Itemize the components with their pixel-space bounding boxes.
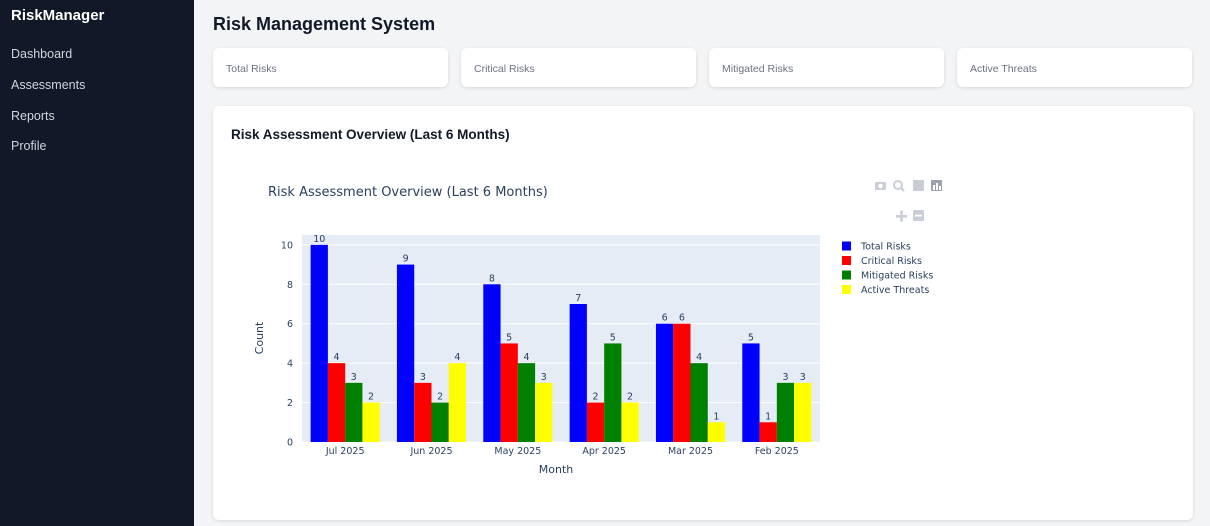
brand-logo[interactable]: RiskManager: [11, 7, 105, 24]
chart-title: Risk Assessment Overview (Last 6 Months): [268, 185, 548, 200]
sidebar-item-dashboard[interactable]: Dashboard: [11, 47, 73, 61]
bar[interactable]: [655, 323, 674, 442]
modebar: [875, 180, 942, 222]
data-label: 5: [506, 332, 512, 343]
data-label: 6: [679, 313, 685, 324]
data-label: 5: [748, 332, 754, 343]
pan-icon[interactable]: [913, 180, 924, 191]
plot-area: [302, 235, 820, 442]
x-tick-label: May 2025: [494, 446, 541, 457]
data-label: 1: [713, 411, 719, 422]
y-tick-label: 8: [287, 280, 293, 291]
stat-card-critical-risks: Critical Risks: [461, 48, 696, 87]
page-title: Risk Management System: [213, 14, 436, 34]
data-label: 2: [368, 392, 374, 403]
data-label: 2: [593, 392, 599, 403]
x-tick-label: Feb 2025: [755, 446, 799, 457]
data-label: 4: [696, 352, 702, 363]
stat-card-mitigated-risks: Mitigated Risks: [709, 48, 944, 87]
y-tick-label: 0: [287, 438, 293, 449]
bar[interactable]: [414, 382, 432, 442]
sidebar-item-profile[interactable]: Profile: [11, 139, 47, 153]
stat-label: Mitigated Risks: [722, 63, 794, 75]
data-label: 6: [662, 313, 668, 324]
data-label: 3: [351, 372, 357, 383]
bar[interactable]: [742, 343, 760, 442]
legend: Total Risks Critical Risks Mitigated Risks…: [842, 241, 933, 296]
data-label: 8: [489, 273, 495, 284]
stat-label: Active Threats: [970, 63, 1037, 75]
data-label: 3: [420, 372, 426, 383]
data-label: 2: [627, 392, 633, 403]
data-label: 5: [610, 332, 616, 343]
data-label: 9: [403, 254, 409, 265]
zoom-out-icon[interactable]: [913, 210, 924, 221]
y-tick-label: 4: [287, 359, 293, 370]
legend-label[interactable]: Mitigated Risks: [861, 271, 933, 282]
bar[interactable]: [310, 244, 328, 442]
bar[interactable]: [586, 402, 605, 442]
bar[interactable]: [776, 382, 795, 442]
data-label: 3: [800, 372, 806, 383]
bar[interactable]: [345, 382, 363, 442]
chart-card-title: Risk Assessment Overview (Last 6 Months): [231, 127, 510, 142]
data-label: 3: [541, 372, 547, 383]
bar[interactable]: [569, 304, 587, 442]
zoom-icon[interactable]: [893, 180, 905, 192]
bar[interactable]: [431, 402, 449, 442]
bar[interactable]: [396, 264, 415, 442]
data-label: 4: [454, 352, 460, 363]
x-tick-label: Jun 2025: [409, 446, 452, 457]
x-tick-label: Jul 2025: [325, 446, 365, 457]
stat-label: Critical Risks: [474, 63, 535, 75]
bar[interactable]: [794, 382, 812, 442]
bar[interactable]: [483, 284, 501, 442]
risk-chart: Risk Assessment Overview (Last 6 Months): [253, 180, 942, 476]
bar[interactable]: [759, 422, 777, 442]
sidebar-item-assessments[interactable]: Assessments: [11, 78, 86, 92]
sidebar-item-reports[interactable]: Reports: [11, 109, 55, 123]
y-tick-label: 6: [287, 319, 293, 330]
legend-swatch[interactable]: [842, 270, 851, 280]
data-label: 7: [575, 293, 581, 304]
bar[interactable]: [500, 343, 518, 442]
legend-swatch[interactable]: [842, 241, 851, 251]
autoscale-icon[interactable]: [931, 180, 942, 191]
zoom-in-icon[interactable]: [896, 210, 907, 222]
y-tick-label: 2: [287, 398, 293, 409]
main-content: Risk Management System Total Risks Criti…: [194, 0, 1210, 526]
bar[interactable]: [448, 363, 467, 442]
data-label: 4: [523, 352, 529, 363]
stat-label: Total Risks: [226, 63, 277, 75]
data-label: 10: [313, 234, 325, 245]
legend-label[interactable]: Critical Risks: [861, 256, 922, 267]
bar[interactable]: [690, 363, 708, 442]
legend-label[interactable]: Total Risks: [860, 242, 911, 253]
data-label: 1: [765, 411, 771, 422]
bar[interactable]: [362, 402, 380, 442]
data-label: 4: [334, 352, 340, 363]
stat-card-active-threats: Active Threats: [957, 48, 1192, 87]
bar[interactable]: [535, 382, 553, 442]
y-tick-label: 10: [281, 240, 293, 251]
sidebar: RiskManager Dashboard Assessments Report…: [0, 0, 194, 526]
bar[interactable]: [517, 363, 536, 442]
data-label: 2: [437, 392, 443, 403]
x-tick-label: Apr 2025: [582, 446, 626, 457]
x-tick-label: Mar 2025: [668, 446, 713, 457]
bar[interactable]: [707, 422, 726, 442]
camera-icon[interactable]: [875, 182, 886, 190]
x-axis-title: Month: [539, 463, 574, 476]
legend-swatch[interactable]: [842, 285, 851, 294]
y-axis-title: Count: [253, 321, 266, 354]
data-label: 3: [782, 372, 788, 383]
bar[interactable]: [604, 343, 622, 442]
legend-swatch[interactable]: [842, 256, 851, 265]
stat-card-total-risks: Total Risks: [213, 48, 448, 87]
bar[interactable]: [327, 363, 346, 442]
bar[interactable]: [621, 402, 639, 442]
bar[interactable]: [673, 323, 691, 442]
legend-label[interactable]: Active Threats: [861, 285, 929, 296]
chart-card: Risk Assessment Overview (Last 6 Months)…: [213, 106, 1193, 520]
